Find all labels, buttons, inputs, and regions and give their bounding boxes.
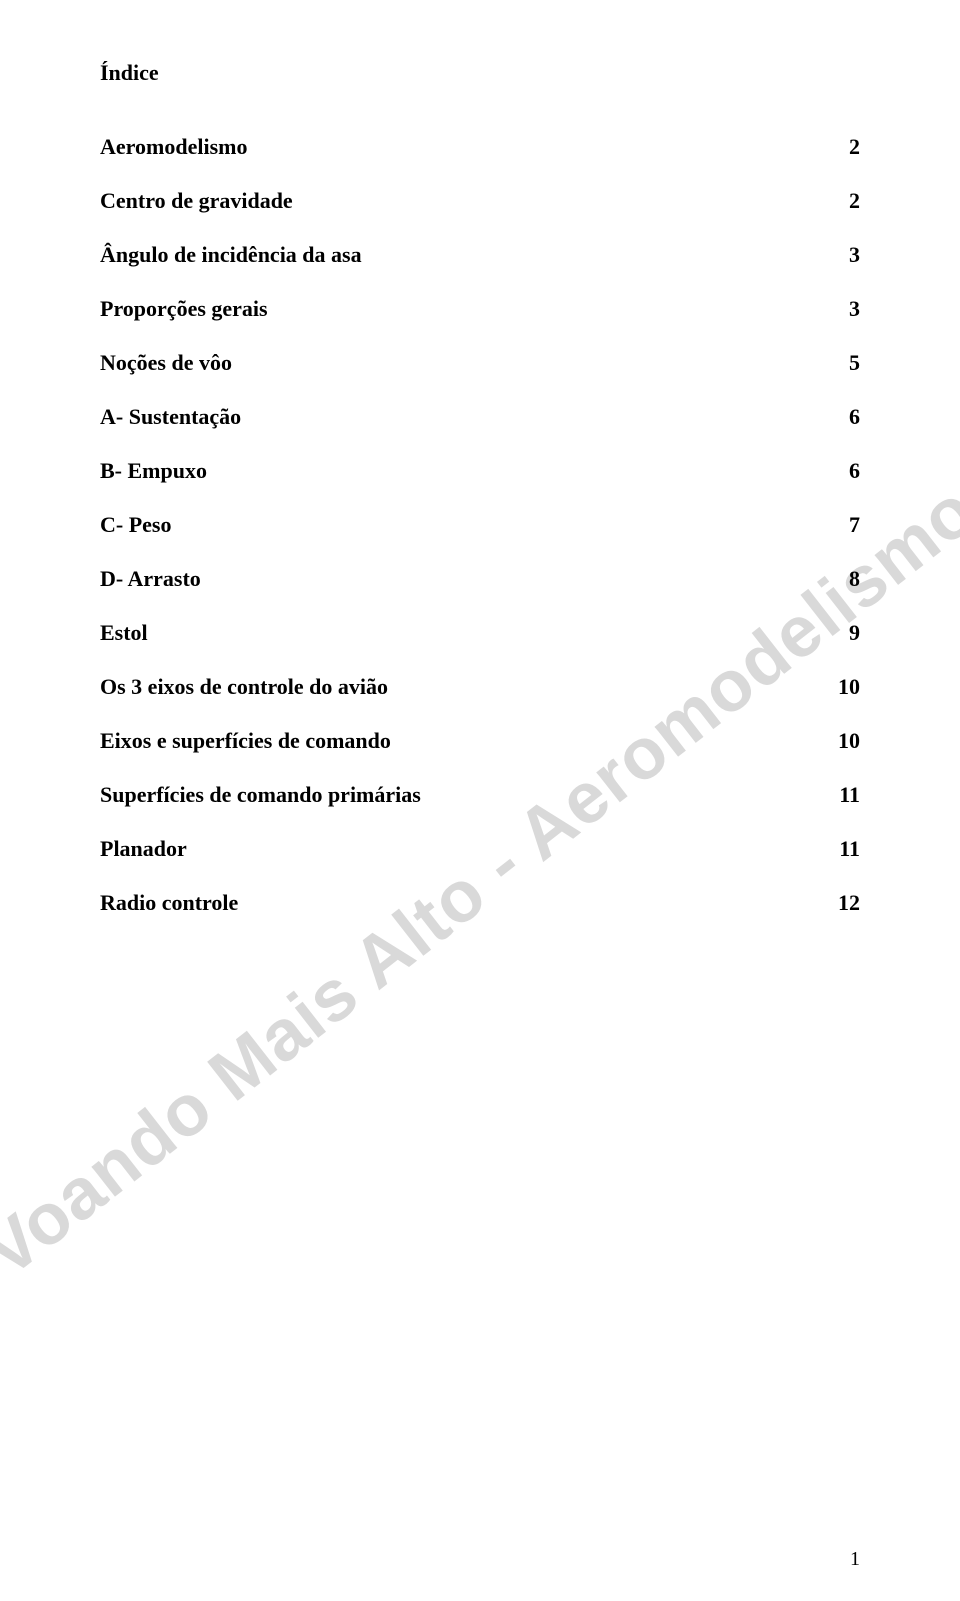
toc-page: 6: [820, 404, 860, 430]
toc-page: 7: [820, 512, 860, 538]
toc-page: 11: [820, 782, 860, 808]
toc-label: Os 3 eixos de controle do avião: [100, 674, 820, 700]
toc-label: Ângulo de incidência da asa: [100, 242, 820, 268]
toc-label: Proporções gerais: [100, 296, 820, 322]
page-number: 1: [850, 1548, 860, 1571]
toc-page: 11: [820, 836, 860, 862]
toc-page: 3: [820, 242, 860, 268]
toc-label: Noções de vôo: [100, 350, 820, 376]
toc-row: Radio controle 12: [100, 890, 860, 916]
toc-row: Planador 11: [100, 836, 860, 862]
toc-label: Radio controle: [100, 890, 820, 916]
toc-page: 12: [820, 890, 860, 916]
toc-page: 2: [820, 188, 860, 214]
toc-label: Aeromodelismo: [100, 134, 820, 160]
toc-page: 8: [820, 566, 860, 592]
toc-row: A- Sustentação 6: [100, 404, 860, 430]
toc-label: Eixos e superfícies de comando: [100, 728, 820, 754]
toc-label: B- Empuxo: [100, 458, 820, 484]
toc-row: Centro de gravidade 2: [100, 188, 860, 214]
toc-row: Ângulo de incidência da asa 3: [100, 242, 860, 268]
page-content: Índice Aeromodelismo 2 Centro de gravida…: [100, 60, 860, 916]
toc-page: 10: [820, 674, 860, 700]
toc-row: Aeromodelismo 2: [100, 134, 860, 160]
toc-page: 3: [820, 296, 860, 322]
page-title: Índice: [100, 60, 860, 86]
toc-label: A- Sustentação: [100, 404, 820, 430]
toc-row: Os 3 eixos de controle do avião 10: [100, 674, 860, 700]
toc-row: C- Peso 7: [100, 512, 860, 538]
toc-label: C- Peso: [100, 512, 820, 538]
toc-row: D- Arrasto 8: [100, 566, 860, 592]
toc-page: 6: [820, 458, 860, 484]
toc-row: Estol 9: [100, 620, 860, 646]
toc-page: 2: [820, 134, 860, 160]
toc-page: 10: [820, 728, 860, 754]
toc-row: Eixos e superfícies de comando 10: [100, 728, 860, 754]
toc-label: D- Arrasto: [100, 566, 820, 592]
toc-row: B- Empuxo 6: [100, 458, 860, 484]
toc-row: Noções de vôo 5: [100, 350, 860, 376]
toc-label: Estol: [100, 620, 820, 646]
toc-row: Proporções gerais 3: [100, 296, 860, 322]
toc-label: Planador: [100, 836, 820, 862]
toc-label: Superfícies de comando primárias: [100, 782, 820, 808]
toc-label: Centro de gravidade: [100, 188, 820, 214]
document-page: Voando Mais Alto - Aeromodelismo Índice …: [0, 0, 960, 1601]
toc-page: 9: [820, 620, 860, 646]
toc-page: 5: [820, 350, 860, 376]
toc-row: Superfícies de comando primárias 11: [100, 782, 860, 808]
